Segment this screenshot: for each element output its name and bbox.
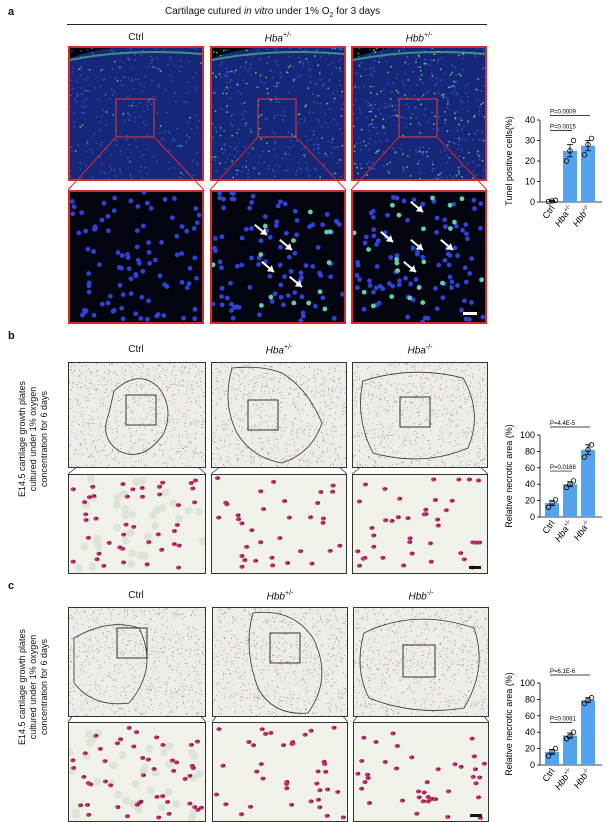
ctrl-he-zoom-b [68, 474, 206, 574]
chart-0-point-1-2 [571, 138, 576, 143]
chart-a-tunel: 0 10 20 30 40 Tunel positive cells(%) CtrlHba+… [500, 100, 608, 240]
chart-0-pvalue-0: P=0.0015 [550, 125, 577, 131]
chart-1-ytick-label-2: 40 [525, 479, 535, 489]
chart-0-ylabel: Tunel positive cells(%) [504, 116, 514, 206]
hbb-het-he-overview [212, 607, 348, 717]
chart-0-xtick-label-2: Hbb+/- [571, 203, 593, 228]
chart-0-ytick-label-1: 10 [525, 177, 535, 187]
chart-2-ytick-label-2: 40 [525, 727, 535, 737]
chart-2-pvalue-1: P=6.1E-6 [550, 669, 576, 675]
chart-2-point-1-2 [571, 730, 576, 735]
chart-1-pvalue-0: P=0.0168 [550, 465, 577, 471]
ctrl-he-overview-b [68, 362, 206, 468]
hbb-het-he-zoom [212, 722, 348, 822]
chart-2-ytick-label-1: 20 [525, 744, 535, 754]
chart-1-pvalue-1: P=4.4E-5 [550, 421, 576, 427]
hbb-ko-he-zoom [353, 722, 489, 822]
chart-0-ytick-label-4: 40 [525, 115, 535, 125]
chart-2-ylabel: Relative necrotic area (%) [504, 672, 514, 776]
chart-2-xtick-label-2: Hbb-/- [572, 766, 593, 790]
chart-0-ytick-label-2: 20 [525, 156, 535, 166]
column-header-b-0: Ctrl [68, 344, 204, 355]
chart-2-bar-2 [581, 700, 595, 765]
chart-2-ytick-label-4: 80 [525, 694, 535, 704]
hba-het-he-overview [211, 362, 347, 468]
chart-0-bar-1 [563, 151, 577, 202]
column-header-b-2: Hba-/- [352, 344, 488, 356]
hba-het-he-zoom [211, 474, 347, 574]
chart-0-xtick-label-1: Hba+/- [553, 203, 575, 228]
hba-ko-he-zoom [352, 474, 488, 574]
hba-het-tunel-zoom [210, 190, 346, 324]
column-header-c-2: Hbb-/- [353, 590, 489, 602]
chart-2-point-0-2 [553, 746, 558, 751]
chart-0-ytick-label-0: 0 [530, 197, 535, 207]
chart-1-ytick-label-0: 0 [530, 512, 535, 522]
chart-0-xtick-label-0: Ctrl [540, 203, 556, 220]
column-header-c-0: Ctrl [68, 590, 204, 601]
panel-b-letter: b [8, 330, 15, 342]
hbb-ko-he-overview [353, 607, 489, 717]
chart-0-bar-2 [581, 146, 595, 202]
chart-2-xtick-label-0: Ctrl [540, 766, 556, 783]
chart-b-necrotic: 0 20 40 60 80 100 Relative necrotic area (%) Ct… [500, 415, 608, 560]
hbb-het-tunel-zoom [351, 190, 487, 324]
column-header-b-1: Hba+/- [211, 344, 347, 356]
chart-1-point-1-2 [571, 479, 576, 484]
chart-2-xtick-label-1: Hbb+/- [553, 766, 575, 791]
chart-1-ytick-label-3: 60 [525, 463, 535, 473]
chart-2-bar-1 [563, 735, 577, 765]
chart-1-ylabel: Relative necrotic area (%) [504, 424, 514, 528]
ctrl-he-overview-c [68, 607, 206, 717]
chart-1-point-0-2 [553, 497, 558, 502]
chart-0-point-2-2 [589, 136, 594, 141]
hba-ko-he-overview [352, 362, 488, 468]
chart-1-xtick-label-0: Ctrl [540, 518, 556, 535]
chart-1-ytick-label-4: 80 [525, 446, 535, 456]
chart-c-necrotic: 0 20 40 60 80 100 Relative necrotic area (%) Ct… [500, 663, 608, 808]
ctrl-he-zoom-c [68, 722, 206, 822]
chart-1-bar-2 [581, 450, 595, 517]
chart-0-ytick-label-3: 30 [525, 136, 535, 146]
column-header-c-1: Hbb+/- [212, 590, 348, 602]
panel-c-letter: c [8, 580, 14, 592]
ctrl-tunel-zoom [68, 190, 204, 324]
chart-1-ytick-label-5: 100 [520, 430, 535, 440]
chart-2-ytick-label-5: 100 [520, 678, 535, 688]
chart-1-xtick-label-2: Hba-/- [572, 518, 593, 542]
chart-1-xtick-label-1: Hba+/- [553, 518, 575, 543]
chart-0-pvalue-1: P=0.0009 [550, 109, 577, 115]
chart-2-ytick-label-3: 60 [525, 711, 535, 721]
chart-2-ytick-label-0: 0 [530, 760, 535, 770]
chart-1-ytick-label-1: 20 [525, 496, 535, 506]
chart-2-pvalue-0: P=0.0081 [550, 716, 577, 722]
